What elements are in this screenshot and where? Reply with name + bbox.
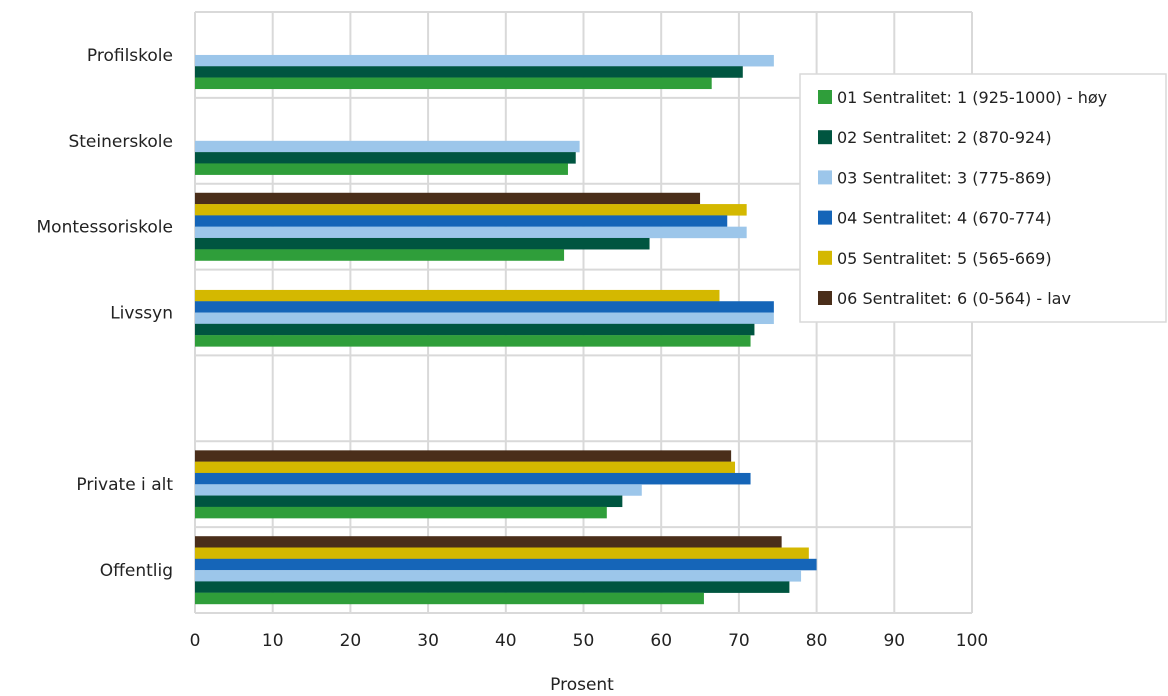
bar bbox=[195, 450, 732, 462]
x-axis-title: Prosent bbox=[550, 675, 614, 695]
category-label: Profilskole bbox=[87, 46, 173, 66]
legend-swatch bbox=[818, 170, 832, 185]
category-label: Private i alt bbox=[76, 475, 173, 495]
bar bbox=[195, 323, 755, 336]
bar bbox=[195, 335, 751, 347]
x-tick-label: 10 bbox=[262, 631, 284, 651]
bar bbox=[195, 461, 736, 474]
bar bbox=[195, 66, 743, 78]
legend-swatch bbox=[818, 291, 832, 305]
category-labels: Profilskole Steinerskole Montessoriskole Li… bbox=[37, 46, 174, 581]
bar bbox=[195, 484, 642, 496]
bar bbox=[195, 312, 774, 325]
bar bbox=[195, 495, 623, 508]
x-tick-label: 0 bbox=[190, 631, 201, 651]
bar bbox=[195, 237, 650, 250]
bar bbox=[195, 581, 790, 593]
bar bbox=[195, 536, 782, 548]
legend-swatch bbox=[818, 90, 832, 104]
bar bbox=[195, 215, 728, 227]
bar bbox=[195, 472, 751, 485]
bar bbox=[195, 506, 607, 519]
bar bbox=[195, 54, 774, 67]
x-tick-label: 90 bbox=[883, 631, 905, 651]
x-tick-label: 100 bbox=[956, 631, 988, 651]
legend-swatch bbox=[818, 250, 832, 265]
bar bbox=[195, 163, 568, 175]
legend-swatch bbox=[818, 130, 832, 145]
x-tick-label: 60 bbox=[650, 631, 672, 651]
bar bbox=[195, 570, 802, 582]
legend-entry: 01 Sentralitet: 1 (925-1000) - høy bbox=[837, 88, 1107, 107]
category-label: Livssyn bbox=[110, 304, 173, 324]
bar bbox=[195, 547, 809, 559]
category-label: Steinerskole bbox=[68, 132, 173, 152]
category-label: Montessoriskole bbox=[37, 218, 173, 238]
x-tick-label: 80 bbox=[806, 631, 828, 651]
bar bbox=[195, 558, 817, 571]
bar bbox=[195, 77, 712, 90]
legend-entry: 03 Sentralitet: 3 (775-869) bbox=[837, 168, 1052, 187]
legend-swatch bbox=[818, 210, 832, 225]
legend-entry: 05 Sentralitet: 5 (565-669) bbox=[837, 249, 1052, 268]
x-tick-label: 70 bbox=[728, 631, 750, 651]
category-label: Offentlig bbox=[100, 561, 173, 581]
bars bbox=[195, 54, 817, 605]
bar bbox=[195, 226, 747, 239]
bar bbox=[195, 592, 704, 605]
x-tick-labels: 0 10 20 30 40 50 60 70 80 90 100 bbox=[190, 631, 989, 651]
legend-entry: 04 Sentralitet: 4 (670-774) bbox=[837, 209, 1052, 228]
legend: 01 Sentralitet: 1 (925-1000) - høy 02 Sen… bbox=[799, 73, 1167, 323]
bar bbox=[195, 289, 720, 302]
legend-entry: 06 Sentralitet: 6 (0-564) - lav bbox=[837, 289, 1071, 308]
bar bbox=[195, 301, 774, 313]
legend-entry: 02 Sentralitet: 2 (870-924) bbox=[837, 128, 1052, 147]
bar bbox=[195, 140, 580, 153]
bar bbox=[195, 204, 747, 216]
legend-box bbox=[799, 73, 1167, 323]
x-tick-label: 50 bbox=[573, 631, 595, 651]
x-tick-label: 30 bbox=[417, 631, 439, 651]
bar bbox=[195, 192, 701, 205]
bar bbox=[195, 249, 565, 261]
x-tick-label: 40 bbox=[495, 631, 517, 651]
x-tick-label: 20 bbox=[340, 631, 362, 651]
bar bbox=[195, 152, 576, 164]
